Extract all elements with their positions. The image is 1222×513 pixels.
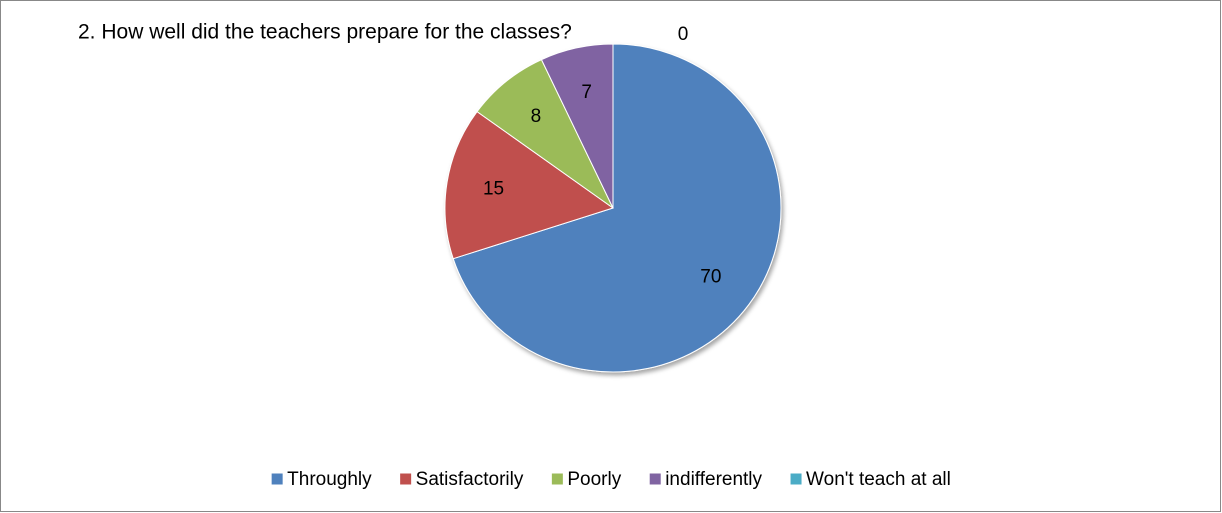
data-label: 70 [700, 266, 721, 287]
legend-swatch [270, 472, 284, 486]
legend-item: Won't teach at all [789, 469, 951, 490]
chart-title: 2. How well did the teachers prepare for… [78, 21, 572, 44]
legend-item: Throughly [270, 469, 372, 490]
legend-label: Satisfactorily [416, 469, 524, 490]
data-label: 8 [531, 106, 542, 127]
legend-label: indifferently [665, 469, 762, 490]
legend-item: Poorly [550, 469, 622, 490]
legend-swatch [789, 472, 803, 486]
data-label: 7 [581, 82, 592, 103]
data-label: 15 [483, 179, 504, 200]
data-label: 0 [678, 24, 689, 45]
legend-swatch [399, 472, 413, 486]
legend-item: Satisfactorily [399, 469, 524, 490]
pie-slice [444, 110, 615, 260]
legend-swatch [648, 472, 662, 486]
legend-item: indifferently [648, 469, 763, 490]
legend-swatch [550, 472, 564, 486]
pie [444, 43, 782, 373]
legend-label: Poorly [567, 469, 621, 490]
pie-slice [452, 43, 782, 373]
legend-label: Throughly [287, 469, 372, 490]
legend-label: Won't teach at all [806, 469, 951, 490]
